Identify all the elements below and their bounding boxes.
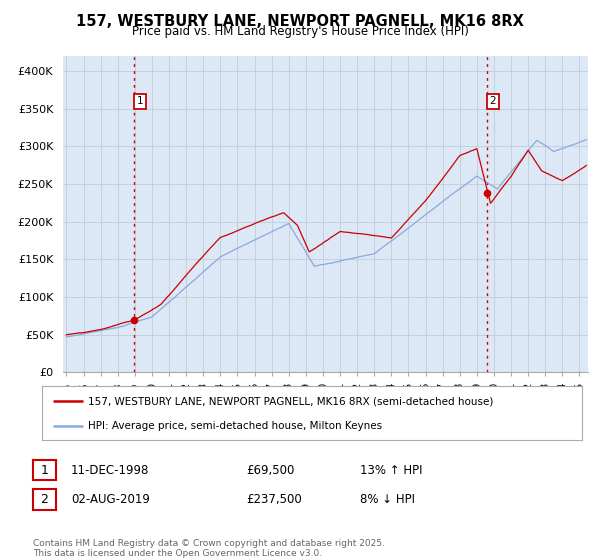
Text: 02-AUG-2019: 02-AUG-2019 [71,493,149,506]
Text: Contains HM Land Registry data © Crown copyright and database right 2025.
This d: Contains HM Land Registry data © Crown c… [33,539,385,558]
Text: Price paid vs. HM Land Registry's House Price Index (HPI): Price paid vs. HM Land Registry's House … [131,25,469,38]
Text: 1: 1 [137,96,143,106]
Text: 157, WESTBURY LANE, NEWPORT PAGNELL, MK16 8RX: 157, WESTBURY LANE, NEWPORT PAGNELL, MK1… [76,14,524,29]
Text: HPI: Average price, semi-detached house, Milton Keynes: HPI: Average price, semi-detached house,… [88,421,382,431]
Text: 157, WESTBURY LANE, NEWPORT PAGNELL, MK16 8RX (semi-detached house): 157, WESTBURY LANE, NEWPORT PAGNELL, MK1… [88,396,493,407]
Text: £69,500: £69,500 [246,464,295,477]
Text: 13% ↑ HPI: 13% ↑ HPI [360,464,422,477]
Text: £237,500: £237,500 [246,493,302,506]
Text: 2: 2 [40,493,49,506]
Text: 11-DEC-1998: 11-DEC-1998 [71,464,149,477]
Text: 2: 2 [490,96,496,106]
Text: 8% ↓ HPI: 8% ↓ HPI [360,493,415,506]
Text: 1: 1 [40,464,49,477]
